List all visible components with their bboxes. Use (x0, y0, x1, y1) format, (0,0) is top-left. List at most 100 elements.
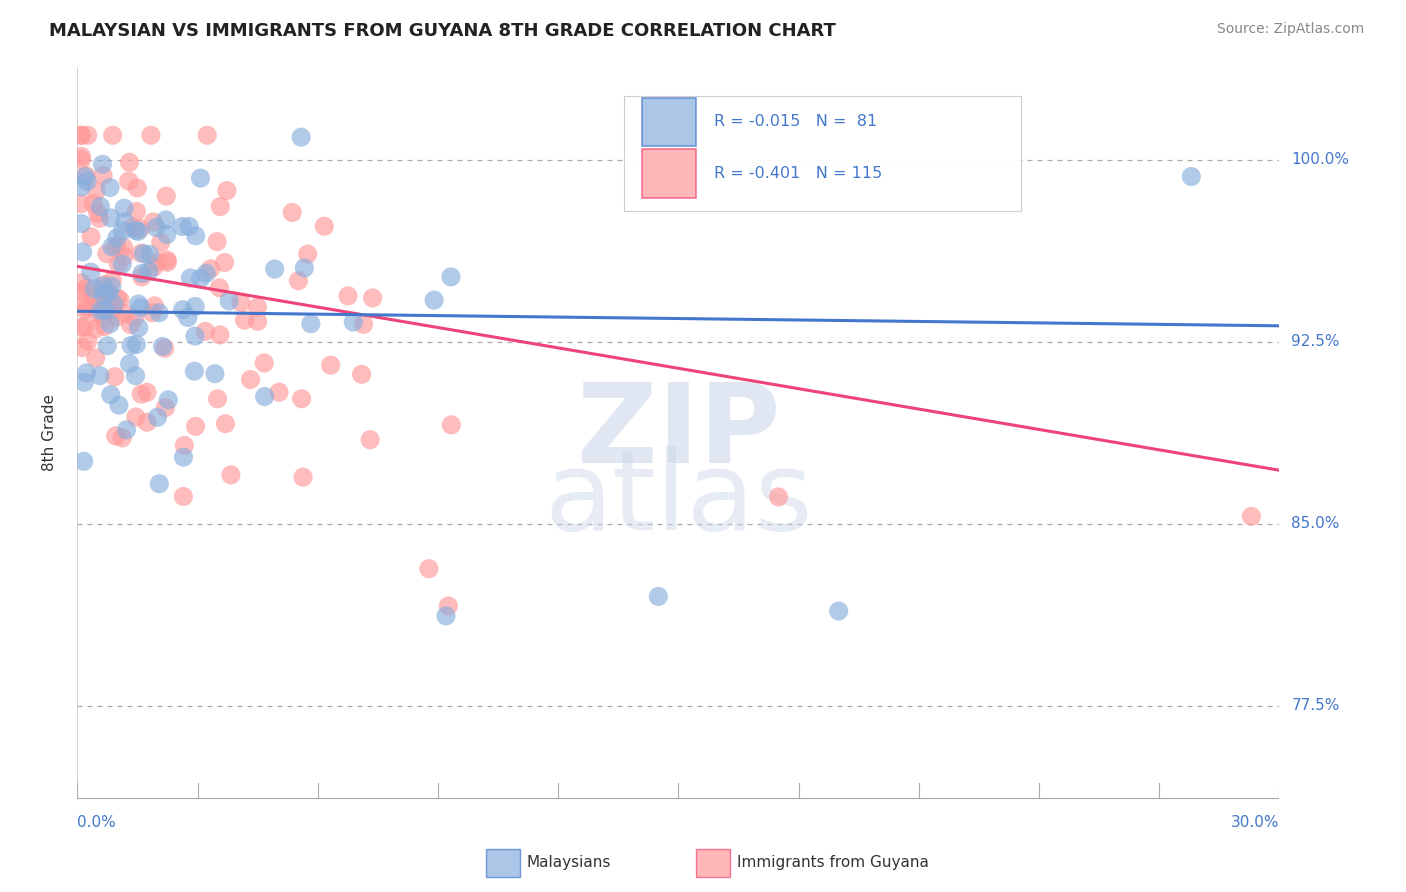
Point (112, 201, 135, 215)
Point (89, 199, 111, 213)
Point (124, 368, 146, 383)
Point (72, 244, 94, 259)
Point (127, 181, 149, 195)
Point (94, 284, 117, 298)
Text: atlas: atlas (544, 446, 813, 553)
Point (647, 590, 669, 604)
Text: 30.0%: 30.0% (1232, 815, 1279, 830)
Point (127, 297, 149, 311)
Point (93, 277, 115, 292)
Point (353, 318, 375, 332)
Point (76, 128, 98, 143)
Point (70, 296, 93, 310)
Point (96, 339, 118, 353)
Point (263, 262, 285, 277)
Point (239, 372, 262, 386)
Point (111, 431, 134, 445)
Point (82, 196, 104, 211)
Text: R = -0.015   N =  81: R = -0.015 N = 81 (714, 114, 877, 129)
Point (139, 128, 162, 143)
Text: 77.5%: 77.5% (1292, 698, 1340, 714)
Text: Malaysians: Malaysians (527, 855, 612, 871)
Point (108, 293, 131, 307)
Point (148, 306, 170, 320)
Point (434, 608, 457, 623)
Point (190, 171, 212, 186)
Point (97, 292, 120, 306)
Text: Immigrants from Guyana: Immigrants from Guyana (737, 855, 929, 871)
Text: ZIP: ZIP (576, 379, 780, 486)
Point (76, 334, 98, 348)
Point (299, 317, 322, 331)
Point (148, 476, 170, 491)
Point (70, 320, 93, 334)
Text: Source: ZipAtlas.com: Source: ZipAtlas.com (1216, 22, 1364, 37)
Point (73, 169, 96, 184)
Point (418, 562, 440, 576)
Point (104, 429, 127, 443)
Point (108, 398, 131, 412)
Point (91, 169, 114, 183)
Point (120, 338, 142, 352)
Point (93, 319, 115, 334)
Point (1180, 169, 1202, 184)
Point (141, 306, 163, 320)
Point (195, 266, 218, 280)
Point (229, 295, 252, 310)
Point (91, 279, 114, 293)
Point (93, 288, 115, 302)
Point (100, 211, 122, 225)
Point (118, 174, 141, 188)
Point (80, 265, 103, 279)
Text: 100.0%: 100.0% (1292, 152, 1350, 167)
Point (209, 200, 232, 214)
Point (291, 392, 314, 406)
Point (156, 253, 179, 268)
Point (103, 297, 125, 311)
Text: R = -0.401   N = 115: R = -0.401 N = 115 (714, 166, 883, 181)
Point (76, 281, 98, 295)
Point (83, 282, 105, 296)
Point (70, 285, 93, 299)
Point (281, 205, 304, 219)
Point (149, 235, 172, 250)
Point (179, 219, 201, 234)
Point (146, 410, 169, 425)
Point (361, 291, 384, 305)
Point (90, 303, 112, 318)
Point (143, 299, 166, 313)
Point (437, 599, 460, 613)
Point (292, 470, 315, 484)
Point (105, 231, 128, 245)
Point (111, 224, 134, 238)
Text: MALAYSIAN VS IMMIGRANTS FROM GUYANA 8TH GRADE CORRELATION CHART: MALAYSIAN VS IMMIGRANTS FROM GUYANA 8TH … (49, 22, 837, 40)
Point (297, 247, 319, 261)
Point (101, 302, 124, 317)
Text: 85.0%: 85.0% (1292, 516, 1340, 531)
Point (145, 220, 167, 235)
Point (1240, 509, 1263, 524)
Point (112, 240, 135, 254)
Point (184, 419, 207, 434)
Point (84, 292, 107, 306)
FancyBboxPatch shape (624, 95, 1021, 211)
Point (350, 368, 373, 382)
FancyBboxPatch shape (643, 97, 696, 145)
FancyBboxPatch shape (643, 150, 696, 197)
Point (91, 157, 114, 171)
Point (112, 249, 135, 263)
Point (107, 292, 129, 306)
Point (70, 128, 93, 143)
Point (80, 229, 103, 244)
Point (124, 223, 146, 237)
Point (207, 392, 229, 406)
Point (70, 149, 93, 163)
Point (86, 306, 108, 320)
Point (184, 300, 207, 314)
Point (208, 327, 231, 342)
Point (194, 325, 217, 339)
Point (101, 240, 124, 254)
Point (208, 281, 231, 295)
Point (96, 246, 118, 260)
Point (127, 224, 149, 238)
